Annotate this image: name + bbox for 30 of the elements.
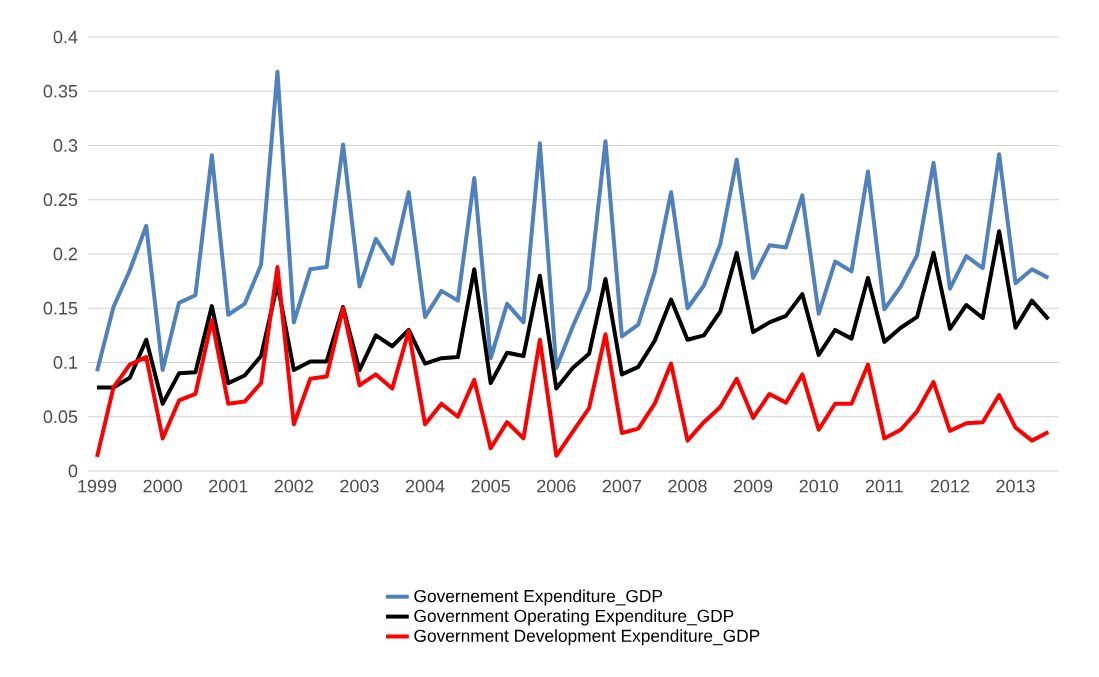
y-tick-label: 0.2 bbox=[53, 247, 78, 261]
x-tick-label: 1999 bbox=[78, 479, 117, 493]
legend-label: Governement Expenditure_GDP bbox=[414, 589, 663, 606]
line-series bbox=[95, 229, 1051, 406]
x-tick-label: 2007 bbox=[602, 479, 642, 493]
x-tick-label: 2003 bbox=[340, 479, 379, 493]
x-tick-label: 2004 bbox=[405, 479, 445, 493]
x-tick-label: 2006 bbox=[537, 479, 576, 493]
y-tick-label: 0.4 bbox=[53, 30, 78, 44]
y-tick-label: 0.15 bbox=[43, 301, 78, 315]
legend-label: Government Operating Expenditure_GDP bbox=[414, 609, 734, 626]
x-tick-label: 2001 bbox=[209, 479, 248, 493]
y-tick-label: 0 bbox=[68, 464, 78, 478]
y-tick-label: 0.35 bbox=[43, 84, 78, 98]
x-tick-label: 2010 bbox=[799, 479, 839, 493]
x-tick-label: 2012 bbox=[930, 479, 970, 493]
x-tick-label: 2008 bbox=[668, 479, 707, 493]
x-tick-label: 2002 bbox=[274, 479, 313, 493]
x-tick-label: 2009 bbox=[733, 479, 773, 493]
x-tick-label: 2011 bbox=[865, 479, 903, 493]
line-series bbox=[95, 265, 1051, 459]
y-tick-label: 0.25 bbox=[43, 193, 78, 207]
x-tick-label: 2000 bbox=[143, 479, 182, 493]
x-tick-label: 2005 bbox=[471, 479, 510, 493]
legend-label: Government Development Expenditure_GDP bbox=[414, 629, 760, 646]
line-series bbox=[95, 69, 1051, 374]
y-tick-label: 0.3 bbox=[53, 139, 78, 152]
y-tick-label: 0.1 bbox=[53, 356, 78, 369]
y-tick-label: 0.05 bbox=[43, 410, 78, 424]
x-tick-label: 2013 bbox=[996, 479, 1035, 493]
